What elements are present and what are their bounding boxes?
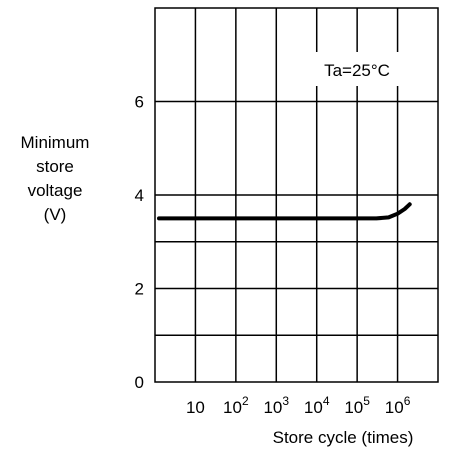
y-axis-label-line-1: Minimum [20, 133, 90, 152]
y-axis-label-line-4: (V) [43, 205, 67, 224]
annotation-label: Ta=25°C [324, 61, 390, 80]
grid [155, 8, 438, 382]
x-axis-title: Store cycle (times) [272, 428, 414, 447]
y-tick-label: 0 [135, 373, 144, 392]
y-axis-label-line-3: voltage [27, 181, 83, 200]
x-tick-label: 105 [344, 394, 370, 417]
y-axis-label-line-2: store [36, 157, 74, 176]
y-tick-label: 2 [135, 280, 144, 299]
tick-labels: 0 2 4 6 10 102 103 104 105 106 [135, 93, 411, 418]
x-tick-label: 102 [223, 394, 249, 417]
x-tick-label: 106 [385, 394, 411, 417]
y-tick-label: 4 [135, 186, 144, 205]
plot-frame [154, 7, 439, 383]
annotation-box [305, 52, 410, 86]
series-line-0 [157, 202, 412, 221]
x-tick-label: 104 [304, 394, 330, 417]
y-tick-label: 6 [135, 93, 144, 112]
x-tick-label: 10 [186, 398, 205, 417]
series-group [157, 202, 412, 221]
x-tick-label: 103 [263, 394, 289, 417]
